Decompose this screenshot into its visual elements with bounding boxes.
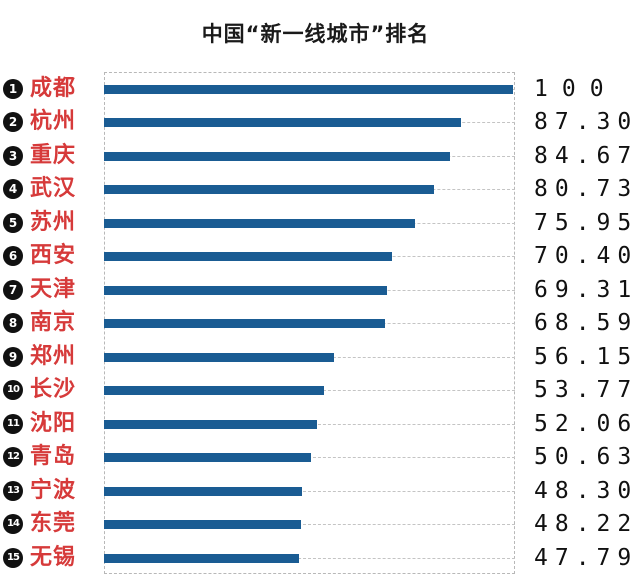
value-label: 50.63 <box>534 444 631 470</box>
rank-badge: 9 <box>3 346 23 367</box>
bar-row: 11 沈阳 52.06 <box>0 407 631 440</box>
bar-row: 3 重庆 84.67 <box>0 139 631 172</box>
bar <box>104 218 415 228</box>
bar-row: 10 长沙 53.77 <box>0 373 631 406</box>
rank-badge: 4 <box>3 179 23 199</box>
bar-row: 6 西安 70.40 <box>0 239 631 272</box>
bar <box>104 553 300 563</box>
bar <box>104 252 392 261</box>
value-label: 75.95 <box>534 209 631 236</box>
rank-badge: 10 <box>3 380 23 400</box>
bar-row: 8 南京 68.59 <box>0 306 631 339</box>
category-label: 杭州 <box>30 109 77 134</box>
value-label: 69.31 <box>534 276 631 303</box>
category-label: 西安 <box>30 243 77 268</box>
category-label: 青岛 <box>30 444 77 469</box>
bar <box>104 185 435 194</box>
bar-row: 1 成都 100 <box>0 72 631 105</box>
bar <box>104 520 302 529</box>
rank-badge: 5 <box>3 212 23 233</box>
category-label: 重庆 <box>30 142 77 168</box>
value-label: 84.67 <box>534 142 631 169</box>
row-guide-line <box>104 557 515 559</box>
category-label: 东莞 <box>30 511 77 536</box>
bar <box>104 285 388 295</box>
category-label: 苏州 <box>30 209 77 235</box>
bar-row: 14 东莞 48.22 <box>0 507 631 540</box>
bar-row: 7 天津 69.31 <box>0 273 631 306</box>
rank-badge: 2 <box>3 112 23 132</box>
value-label: 80.73 <box>534 176 631 202</box>
bar-row: 4 武汉 80.73 <box>0 172 631 205</box>
rank-badge: 3 <box>3 145 23 166</box>
value-label: 52.06 <box>534 410 631 437</box>
bar-row: 2 杭州 87.30 <box>0 105 631 138</box>
category-label: 长沙 <box>30 377 77 402</box>
bar <box>104 453 312 462</box>
value-label: 70.40 <box>534 243 631 269</box>
value-label: 48.30 <box>534 477 631 504</box>
chart-title: 中国“新一线城市”排名 <box>201 22 430 46</box>
category-label: 无锡 <box>30 544 77 570</box>
rank-badge: 13 <box>3 480 23 501</box>
bar-row: 12 青岛 50.63 <box>0 440 631 473</box>
bar-row: 15 无锡 47.79 <box>0 541 631 574</box>
value-label: 87.30 <box>534 109 631 135</box>
bar <box>104 386 324 395</box>
bar-row: 9 郑州 56.15 <box>0 340 631 373</box>
rank-badge: 15 <box>3 547 23 568</box>
row-guide-line <box>104 490 515 492</box>
rank-badge: 6 <box>3 246 23 266</box>
category-label: 成都 <box>30 75 77 101</box>
bar-row: 13 宁波 48.30 <box>0 474 631 507</box>
rank-badge: 11 <box>3 413 23 434</box>
rank-badge: 12 <box>3 447 23 467</box>
rank-badge: 7 <box>3 279 23 300</box>
bar <box>104 118 462 127</box>
bar <box>104 84 513 94</box>
category-label: 沈阳 <box>30 410 77 436</box>
bar <box>104 352 334 362</box>
category-label: 宁波 <box>30 477 77 503</box>
category-label: 天津 <box>30 276 77 302</box>
value-label: 53.77 <box>534 377 631 403</box>
category-label: 郑州 <box>30 343 77 369</box>
rank-badge: 8 <box>3 313 23 333</box>
bar <box>104 486 302 496</box>
bar-row: 5 苏州 75.95 <box>0 206 631 239</box>
bar <box>104 151 451 161</box>
value-label: 56.15 <box>534 343 631 370</box>
rank-badge: 1 <box>3 78 23 99</box>
row-guide-line <box>104 524 515 525</box>
category-label: 南京 <box>30 310 77 335</box>
rank-badge: 14 <box>3 514 23 534</box>
value-label: 100 <box>534 75 618 102</box>
bar <box>104 419 317 429</box>
value-label: 47.79 <box>534 544 631 571</box>
value-label: 48.22 <box>534 511 631 537</box>
value-label: 68.59 <box>534 310 631 336</box>
category-label: 武汉 <box>30 176 77 201</box>
bar <box>104 319 385 328</box>
